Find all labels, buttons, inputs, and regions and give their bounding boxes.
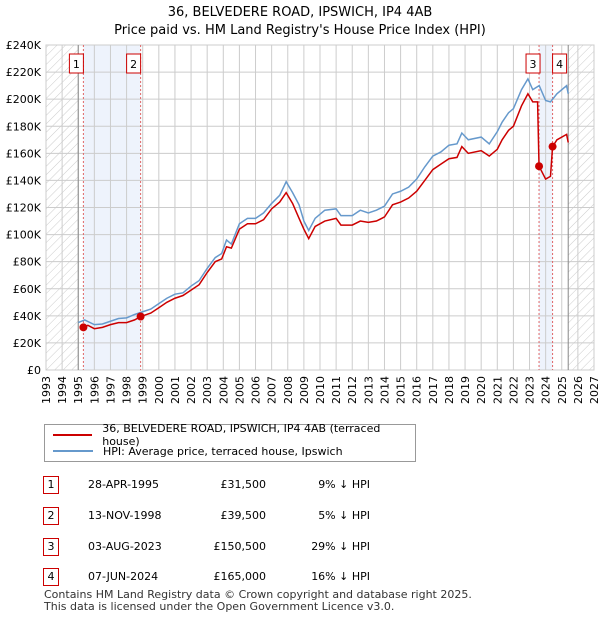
y-tick-label: £120K [6, 202, 42, 215]
footer-line: This data is licensed under the Open Gov… [44, 600, 395, 613]
x-tick-label: 2008 [282, 376, 295, 404]
y-tick-label: £40K [13, 310, 42, 323]
marker-label-box [126, 53, 142, 74]
y-tick-label: £160K [6, 147, 42, 160]
x-tick-label: 2005 [233, 376, 246, 404]
x-tick-label: 2001 [169, 376, 182, 404]
x-tick-label: 1998 [121, 376, 134, 404]
x-tick-label: 2017 [427, 376, 440, 404]
property-price-line [83, 92, 569, 330]
legend: 36, BELVEDERE ROAD, IPSWICH, IP4 4AB (te… [44, 422, 416, 462]
legend-label: HPI: Average price, terraced house, Ipsw… [103, 444, 343, 458]
footer: Contains HM Land Registry data © Crown c… [44, 589, 472, 613]
footer-line: Contains HM Land Registry data © Crown c… [44, 588, 472, 601]
transaction-date: 03-AUG-2023 [88, 540, 162, 553]
x-tick-label: 2012 [346, 376, 359, 404]
red-line-swatch [53, 434, 93, 436]
x-tick-label: 1994 [56, 376, 69, 404]
subtitle-line: Price paid vs. HM Land Registry's House … [114, 23, 486, 38]
y-tick-label: £20K [13, 337, 42, 350]
y-tick-label: £80K [13, 256, 42, 269]
y-tick-label: £200K [6, 93, 42, 106]
marker-label: 1 [73, 58, 80, 71]
x-tick-label: 2020 [475, 376, 488, 404]
x-tick-label: 2016 [411, 376, 424, 404]
y-tick-label: £220K [6, 66, 42, 79]
marker-label: 2 [130, 58, 137, 71]
x-tick-label: 2014 [378, 376, 391, 404]
x-tick-label: 2025 [556, 376, 569, 404]
hpi-line [77, 77, 569, 326]
x-tick-label: 2019 [459, 376, 472, 404]
marker-label-box [552, 53, 568, 74]
marker-label: 4 [556, 58, 563, 71]
x-tick-label: 2027 [588, 376, 600, 404]
x-tick-label: 1993 [40, 376, 53, 404]
x-tick-label: 2023 [524, 376, 537, 404]
legend-item-hpi: HPI: Average price, terraced house, Ipsw… [53, 443, 343, 459]
title-line: 36, BELVEDERE ROAD, IPSWICH, IP4 4AB [167, 5, 433, 20]
transaction-price: £165,000 [213, 570, 267, 583]
transaction-hpi-diff: 29% ↓ HPI [311, 540, 370, 553]
x-tick-label: 2021 [491, 376, 504, 404]
transaction-number-badge: 2 [43, 507, 59, 525]
transaction-price: £39,500 [220, 509, 267, 522]
x-tick-label: 2009 [298, 376, 311, 404]
transaction-number-badge: 3 [43, 538, 59, 556]
x-tick-label: 2007 [266, 376, 279, 404]
x-tick-label: 2003 [201, 376, 214, 404]
blue-line-swatch [53, 450, 93, 452]
transaction-price: £31,500 [220, 478, 267, 491]
transaction-number-badge: 1 [43, 476, 59, 494]
x-tick-label: 1995 [72, 376, 85, 404]
y-tick-label: £140K [6, 174, 42, 187]
marker-label-box [525, 53, 541, 74]
legend-item-property: 36, BELVEDERE ROAD, IPSWICH, IP4 4AB (te… [53, 422, 415, 448]
y-tick-label: £100K [6, 229, 42, 242]
y-tick-label: £180K [6, 120, 42, 133]
x-tick-label: 2026 [572, 376, 585, 404]
price-chart: 1993 1994 1995 1996 1997 1998 1999 2000 2001 2002… [6, 39, 600, 404]
transaction-number-badge: 4 [43, 568, 59, 586]
x-tick-label: 1999 [137, 376, 150, 404]
transaction-price: £150,500 [213, 540, 267, 553]
transaction-point [79, 323, 88, 332]
transaction-point [548, 142, 557, 151]
y-tick-label: £0 [27, 364, 41, 377]
marker-label: 3 [530, 58, 537, 71]
x-tick-label: 1996 [88, 376, 101, 404]
x-tick-label: 2004 [217, 376, 230, 404]
y-tick-label: £60K [13, 283, 42, 296]
transaction-hpi-diff: 9% ↓ HPI [318, 478, 370, 491]
x-tick-label: 2011 [330, 376, 343, 404]
transaction-row: 3 03-AUG-2023 £150,500 29% ↓ HPI [0, 538, 600, 558]
chart-title: 36, BELVEDERE ROAD, IPSWICH, IP4 4AB Pri… [0, 4, 600, 40]
x-tick-label: 2022 [507, 376, 520, 404]
transaction-point [136, 312, 145, 321]
x-tick-label: 2000 [153, 376, 166, 404]
transaction-row: 2 13-NOV-1998 £39,500 5% ↓ HPI [0, 507, 600, 527]
y-tick-label: £240K [6, 39, 42, 52]
transaction-row: 4 07-JUN-2024 £165,000 16% ↓ HPI [0, 568, 600, 588]
x-tick-label: 2010 [314, 376, 327, 404]
transaction-date: 13-NOV-1998 [88, 509, 162, 522]
x-tick-label: 2013 [362, 376, 375, 404]
x-tick-label: 2024 [540, 376, 553, 404]
transaction-row: 1 28-APR-1995 £31,500 9% ↓ HPI [0, 476, 600, 496]
transaction-date: 28-APR-1995 [88, 478, 160, 491]
x-tick-label: 2015 [395, 376, 408, 404]
plot-border [45, 44, 595, 371]
x-tick-label: 2006 [250, 376, 263, 404]
transaction-date: 07-JUN-2024 [88, 570, 159, 583]
transaction-hpi-diff: 5% ↓ HPI [318, 509, 370, 522]
x-tick-label: 1997 [104, 376, 117, 404]
transaction-hpi-diff: 16% ↓ HPI [311, 570, 370, 583]
x-tick-label: 2018 [443, 376, 456, 404]
x-tick-label: 2002 [185, 376, 198, 404]
marker-label-box [68, 53, 84, 74]
legend-label: 36, BELVEDERE ROAD, IPSWICH, IP4 4AB (te… [102, 422, 381, 448]
transaction-point [535, 162, 544, 171]
